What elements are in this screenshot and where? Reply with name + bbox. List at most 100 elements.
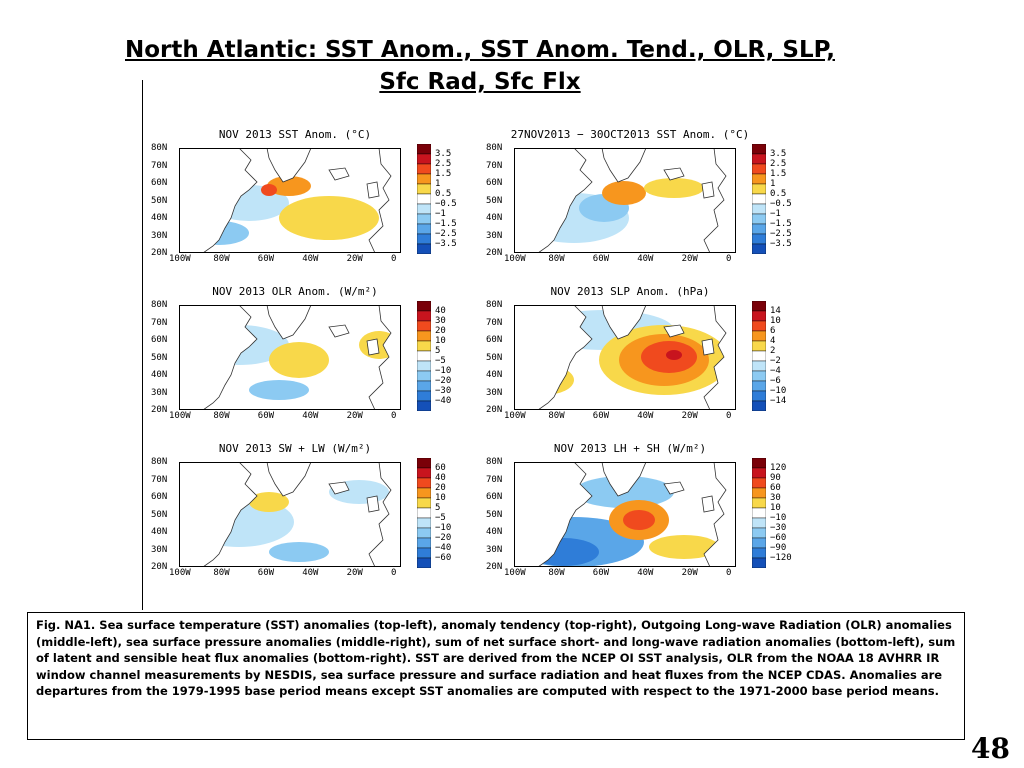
lat-label: 80N <box>151 300 168 310</box>
lat-label: 30N <box>486 387 503 398</box>
lat-label: 70N <box>151 160 168 171</box>
colorbar-label: −20 <box>435 376 452 386</box>
lon-label: 40W <box>637 568 654 578</box>
colorbar-label: 4 <box>770 336 776 346</box>
lat-label: 20N <box>151 248 168 258</box>
colorbar-label: −5 <box>435 356 446 366</box>
colorbar-label: 10 <box>770 316 781 326</box>
lon-label: 20W <box>346 568 363 578</box>
colorbar <box>752 301 766 411</box>
colorbar-label: −10 <box>435 366 452 376</box>
colorbar-label: −20 <box>435 533 452 543</box>
lon-label: 20W <box>346 411 363 421</box>
colorbar-label: −4 <box>770 366 781 376</box>
map-panel-sw-lw: NOV 2013 SW + LW (W/m²) 80N 70N 60N 50N 40N 30… <box>145 442 451 592</box>
lon-label: 100W <box>504 568 526 578</box>
lon-label: 80W <box>213 411 230 421</box>
lat-label: 40N <box>151 527 168 537</box>
colorbar-label: −2 <box>770 356 781 366</box>
colorbar-label: 1 <box>770 179 776 189</box>
colorbar-label: 30 <box>435 316 446 326</box>
lon-label: 80W <box>548 411 565 421</box>
colorbar-label: 1.5 <box>770 169 787 179</box>
colorbar <box>417 301 431 411</box>
lat-label: 70N <box>151 474 168 485</box>
colorbar <box>752 144 766 254</box>
lat-label: 80N <box>151 457 168 467</box>
lon-label: 60W <box>592 254 610 264</box>
lat-label: 20N <box>151 562 168 572</box>
lon-label: 100W <box>169 254 191 264</box>
lon-label: 60W <box>592 411 610 421</box>
colorbar-label: −10 <box>770 386 787 396</box>
lat-label: 70N <box>486 160 503 171</box>
lat-label: 40N <box>486 527 503 537</box>
colorbar-label: −40 <box>435 396 452 406</box>
lat-label: 80N <box>486 143 503 153</box>
colorbar <box>752 458 766 568</box>
colorbar-label: −10 <box>435 523 452 533</box>
anomaly-map <box>179 148 401 253</box>
colorbar-label: −10 <box>770 513 787 523</box>
lat-label: 60N <box>151 335 168 345</box>
colorbar-label: 6 <box>770 326 776 336</box>
lon-label: 0 <box>391 254 397 264</box>
colorbar-label: 90 <box>770 473 781 483</box>
lat-label: 50N <box>486 195 503 206</box>
lon-label: 60W <box>257 411 275 421</box>
lon-label: 20W <box>681 254 698 264</box>
panel-title: 27NOV2013 − 30OCT2013 SST Anom. (°C) <box>510 128 750 141</box>
lon-label: 0 <box>391 568 397 578</box>
colorbar-label: −0.5 <box>770 199 792 209</box>
map-panel-olr-anom: NOV 2013 OLR Anom. (W/m²) 80N 70N 60N 50N 40N… <box>145 285 451 435</box>
colorbar-label: 40 <box>435 306 446 316</box>
colorbar-label: −14 <box>770 396 787 406</box>
figure-caption: Fig. NA1. Sea surface temperature (SST) … <box>27 612 965 740</box>
colorbar-label: −2.5 <box>770 229 792 239</box>
lat-label: 30N <box>151 387 168 398</box>
lat-label: 30N <box>486 230 503 241</box>
lat-label: 30N <box>486 544 503 555</box>
lon-label: 60W <box>257 568 275 578</box>
colorbar-label: −1 <box>770 209 781 219</box>
title-line-1: North Atlantic: SST Anom., SST Anom. Ten… <box>125 37 835 63</box>
lon-label: 80W <box>548 568 565 578</box>
lat-label: 20N <box>151 405 168 415</box>
colorbar-label: −60 <box>435 553 452 563</box>
divider-line <box>142 80 143 610</box>
lat-label: 40N <box>151 213 168 223</box>
colorbar-label: 2 <box>770 346 776 356</box>
lat-label: 20N <box>486 562 503 572</box>
lon-label: 40W <box>637 254 654 264</box>
colorbar-label: 30 <box>770 493 781 503</box>
anomaly-map <box>179 462 401 567</box>
lon-label: 100W <box>169 411 191 421</box>
lat-label: 50N <box>486 509 503 520</box>
colorbar-label: −0.5 <box>435 199 457 209</box>
colorbar-label: −2.5 <box>435 229 457 239</box>
colorbar-label: 60 <box>770 483 781 493</box>
anomaly-map <box>514 148 736 253</box>
colorbar-label: 3.5 <box>770 149 787 159</box>
lat-label: 30N <box>151 544 168 555</box>
colorbar-label: −30 <box>435 386 452 396</box>
anomaly-map <box>514 305 736 410</box>
lat-label: 80N <box>486 300 503 310</box>
colorbar-label: −1.5 <box>435 219 457 229</box>
lon-label: 40W <box>302 254 319 264</box>
lon-label: 60W <box>592 568 610 578</box>
lon-label: 60W <box>257 254 275 264</box>
colorbar-label: 0.5 <box>435 189 452 199</box>
page-number: 48 <box>971 732 1010 765</box>
lat-label: 50N <box>151 352 168 363</box>
map-panel-slp-anom: NOV 2013 SLP Anom. (hPa) 80N 70N 60N 50N 40N 3… <box>480 285 786 435</box>
colorbar-label: 20 <box>435 483 446 493</box>
lat-label: 50N <box>486 352 503 363</box>
colorbar-label: 10 <box>435 493 446 503</box>
lat-label: 40N <box>486 370 503 380</box>
lon-label: 100W <box>169 568 191 578</box>
lat-label: 60N <box>486 492 503 502</box>
slide-title: North Atlantic: SST Anom., SST Anom. Ten… <box>0 34 960 98</box>
colorbar-label: 1.5 <box>435 169 452 179</box>
lon-label: 100W <box>504 254 526 264</box>
